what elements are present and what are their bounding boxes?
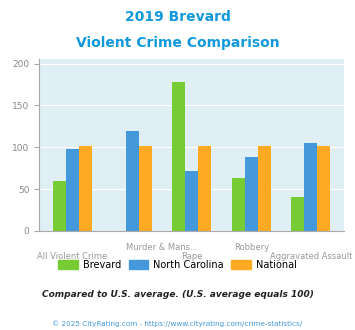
Text: Compared to U.S. average. (U.S. average equals 100): Compared to U.S. average. (U.S. average … xyxy=(42,290,313,299)
Bar xyxy=(139,147,152,231)
Text: Rape: Rape xyxy=(181,252,202,261)
Text: Aggravated Assault: Aggravated Assault xyxy=(270,252,352,261)
Bar xyxy=(79,147,92,231)
Bar xyxy=(231,178,245,231)
Text: Violent Crime Comparison: Violent Crime Comparison xyxy=(76,36,279,50)
Bar xyxy=(185,171,198,231)
Text: All Violent Crime: All Violent Crime xyxy=(38,252,108,261)
Text: © 2025 CityRating.com - https://www.cityrating.com/crime-statistics/: © 2025 CityRating.com - https://www.city… xyxy=(53,320,302,327)
Bar xyxy=(291,197,304,231)
Bar xyxy=(258,147,271,231)
Text: 2019 Brevard: 2019 Brevard xyxy=(125,10,230,24)
Text: Robbery: Robbery xyxy=(234,243,269,252)
Legend: Brevard, North Carolina, National: Brevard, North Carolina, National xyxy=(55,256,300,274)
Text: Murder & Mans...: Murder & Mans... xyxy=(126,243,198,252)
Bar xyxy=(198,147,211,231)
Bar xyxy=(245,156,258,231)
Bar xyxy=(126,131,139,231)
Bar xyxy=(317,147,331,231)
Bar xyxy=(172,82,185,231)
Bar xyxy=(304,143,317,231)
Bar xyxy=(53,181,66,231)
Bar xyxy=(66,149,79,231)
